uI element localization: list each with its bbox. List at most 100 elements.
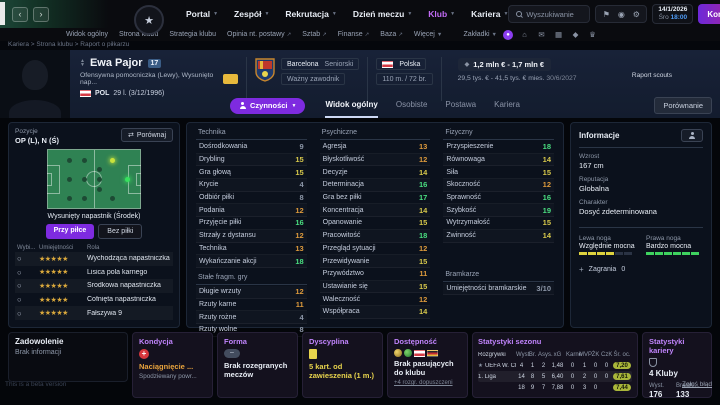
player-cycle-arrows[interactable]: ▲ ▼ <box>80 58 85 68</box>
position-dot[interactable] <box>97 177 102 182</box>
menu-dzien-meczu[interactable]: Dzień meczu ▼ <box>352 9 413 19</box>
pin-icon[interactable]: ◉ <box>617 9 625 19</box>
subnav-widok-ogolny[interactable]: Widok ogólny <box>66 31 109 38</box>
uefa-competition-icon <box>394 349 402 357</box>
star-rating: ★★★★★ <box>39 310 68 318</box>
menu-kariera[interactable]: Kariera ▼ <box>471 9 509 19</box>
chevron-down-icon: ▼ <box>503 11 509 17</box>
tab-widok-ogolny[interactable]: Widok ogólny <box>325 93 378 118</box>
fm-logo[interactable]: ★ <box>134 5 164 35</box>
toggle-without-ball[interactable]: Bez piłki <box>98 224 143 239</box>
radio-icon[interactable]: ○ <box>17 295 22 305</box>
position-dot[interactable] <box>82 177 87 182</box>
happiness-card[interactable]: Zadowolenie Brak informacji <box>8 332 128 382</box>
compare-positions-button[interactable]: ⇄ Porównaj <box>120 128 173 142</box>
condition-card[interactable]: Kondycja + Naciągnięcie ... Spodziewany … <box>132 332 213 398</box>
availability-card[interactable]: Dostępność Brak pasujących do klubu +4 r… <box>387 332 468 398</box>
tab-kariera[interactable]: Kariera <box>494 100 520 109</box>
news-icon[interactable]: ✉ <box>538 30 545 39</box>
subnav-sztab[interactable]: Sztab ↗ <box>302 31 327 38</box>
availability-more-link[interactable]: +4 rozgr. dopuszczeni <box>394 379 453 386</box>
subnav-wiecej[interactable]: Więcej ▼ <box>413 31 443 38</box>
radio-icon[interactable]: ○ <box>17 267 22 277</box>
gear-icon[interactable]: ⚙ <box>632 9 640 19</box>
position-dot[interactable] <box>97 187 102 192</box>
attribute-row: Agresja 13 <box>319 141 431 154</box>
menu-klub[interactable]: Klub ▼ <box>428 9 456 19</box>
traits-count: 0 <box>621 266 626 273</box>
subnav-strona-klubu[interactable]: Strona klubu <box>119 31 159 38</box>
subnav-strategia-klubu[interactable]: Strategia klubu <box>169 31 217 38</box>
tab-postawa[interactable]: Postawa <box>445 100 477 109</box>
germany-flag-icon <box>427 349 438 357</box>
poland-flag-icon <box>382 60 394 68</box>
menu-portal[interactable]: Portal ▼ <box>186 9 219 19</box>
position-dot[interactable] <box>110 196 115 201</box>
radio-icon[interactable]: ○ <box>17 308 22 318</box>
top-bar: ‹ › ★ Portal ▼ Zespół ▼ Rekrutacja ▼ Dzień … <box>0 0 720 35</box>
continue-button[interactable]: Kontynuuj » <box>698 4 720 24</box>
subnav-opinia[interactable]: Opinia nt. postawy ↗ <box>227 31 292 38</box>
discipline-card[interactable]: Dyscyplina 5 kart. od zawieszenia (1 m.) <box>302 332 383 398</box>
position-dot[interactable] <box>67 177 72 182</box>
person-icon <box>239 102 246 109</box>
contract-end-date: 30/6/2027 <box>546 75 577 82</box>
nav-back-button[interactable]: ‹ <box>12 6 28 22</box>
injury-icon: + <box>139 349 149 359</box>
tactics-icon[interactable]: ◆ <box>572 30 579 39</box>
poland-flag-icon <box>80 90 91 97</box>
tab-osobiste[interactable]: Osobiste <box>395 100 428 109</box>
profile-button[interactable] <box>681 129 703 142</box>
nav-forward-button[interactable]: › <box>33 6 49 22</box>
season-stats-row[interactable]: 1. Liga 14 8 5 6,40 0 2 0 0 7,61 <box>478 371 632 382</box>
nation-box[interactable]: Polska <box>376 58 427 70</box>
position-dot[interactable] <box>82 158 87 163</box>
role-row[interactable]: ○ ★★★★★ Cofnięta napastniczka <box>17 295 156 305</box>
inbox-icon[interactable]: ● <box>503 29 513 40</box>
reputation-field: Reputacja Globalna <box>579 176 610 193</box>
role-row[interactable]: ○ ★★★★★ Fałszywa 9 <box>15 306 173 320</box>
attribute-row: Umiejętności bramkarskie 3/10 <box>443 283 555 296</box>
subnav-finanse[interactable]: Finanse ↗ <box>337 31 370 38</box>
subnav-baza[interactable]: Baza ↗ <box>380 31 403 38</box>
trophy-icon[interactable]: ♛ <box>589 30 596 39</box>
bookmark-icon[interactable]: ⚑ <box>602 9 610 19</box>
search-input[interactable]: Wyszukiwanie <box>508 5 591 23</box>
attribute-row: Długie wrzuty 12 <box>196 286 307 299</box>
position-dot-aml-highlight[interactable] <box>110 158 115 163</box>
radio-icon[interactable]: ○ <box>17 254 22 264</box>
technical-title: Technika <box>196 128 307 140</box>
comparison-button[interactable]: Porównanie <box>654 97 712 114</box>
position-dot[interactable] <box>67 196 72 201</box>
attribute-row: Gra bez piłki 17 <box>319 192 431 205</box>
kit-shirt-icon[interactable]: ⌂ <box>522 30 527 39</box>
club-name-box[interactable]: Barcelona Seniorski <box>281 58 360 70</box>
right-foot-strength-bar <box>646 252 703 255</box>
bookmarks-dropdown[interactable]: Zakładki ▼ <box>463 31 497 38</box>
radio-icon[interactable]: ○ <box>17 281 22 291</box>
actions-button[interactable]: Czynności ▼ <box>230 97 306 114</box>
toggle-with-ball[interactable]: Przy piłce <box>45 224 95 239</box>
menu-rekrutacja[interactable]: Rekrutacja ▼ <box>285 9 337 19</box>
role-row[interactable]: ○ ★★★★★ Wychodząca napastniczka <box>15 252 173 266</box>
breadcrumb[interactable]: Kariera > Strona klubu > Raport o piłkar… <box>0 41 720 50</box>
form-card[interactable]: Forma – Brak rozegranych meczów <box>217 332 298 398</box>
physical-title: Fizyczny <box>443 128 555 140</box>
position-dot[interactable] <box>67 158 72 163</box>
menu-zespol[interactable]: Zespół ▼ <box>234 9 270 19</box>
position-dot[interactable] <box>97 167 102 172</box>
position-dot-st-highlight[interactable] <box>125 177 130 182</box>
career-stats-card[interactable]: Statystyki kariery 4 Kluby Wyst. 176 Bra… <box>642 332 712 398</box>
league-competition-icon <box>404 349 412 357</box>
player-traits-expander[interactable]: + Zagrania 0 <box>579 265 626 274</box>
role-row[interactable]: ○ ★★★★★ Lisica pola karnego <box>17 267 148 277</box>
season-stats-header: Rozgrywki Wyst. Br. Asys. xG Karne MVP Ż… <box>478 351 631 358</box>
scout-report-link[interactable]: Raport scouts <box>631 72 672 79</box>
position-dot[interactable] <box>82 196 87 201</box>
season-stats-row[interactable]: ★UEFA W. Champio... 4 1 2 1,48 0 1 0 0 7… <box>478 360 632 371</box>
personality-field: Charakter Dosyć zdeterminowana <box>579 199 657 216</box>
role-row[interactable]: ○ ★★★★★ Środkowa napastniczka <box>15 279 173 293</box>
report-bug-link[interactable]: Zgłoś błąd <box>682 381 712 388</box>
positions-panel: Pozycje OP (L), N (Ś) ⇄ Porównaj <box>8 122 180 328</box>
stats-icon[interactable]: ▦ <box>554 30 563 39</box>
